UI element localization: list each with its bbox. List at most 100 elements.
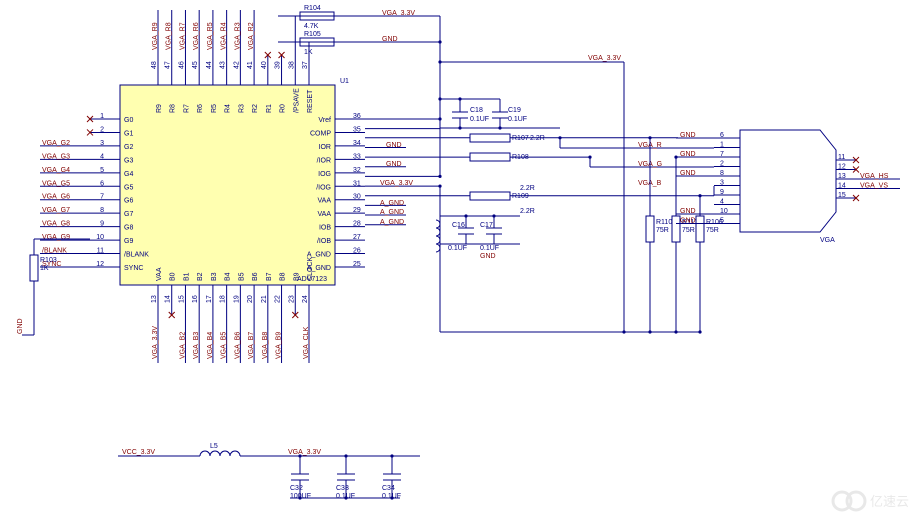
svg-text:/IOR: /IOR: [317, 157, 331, 164]
svg-text:VGA_R8: VGA_R8: [166, 22, 173, 50]
svg-text:VGA_R5: VGA_R5: [207, 22, 214, 50]
svg-text:B6: B6: [252, 272, 259, 281]
svg-text:VGA_G3: VGA_G3: [42, 153, 70, 160]
svg-text:0.1UF: 0.1UF: [470, 116, 489, 123]
svg-text:11: 11: [97, 248, 104, 255]
svg-text:VGA_R2: VGA_R2: [248, 22, 255, 50]
watermark: 亿速云: [833, 492, 909, 510]
svg-text:R110: R110: [656, 219, 672, 226]
svg-text:0.1UF: 0.1UF: [480, 245, 499, 252]
svg-text:20: 20: [247, 295, 254, 303]
svg-text:R2: R2: [252, 104, 259, 113]
svg-text:VGA_3.3V: VGA_3.3V: [288, 449, 321, 456]
svg-text:R8: R8: [170, 104, 177, 113]
svg-text:25: 25: [353, 261, 361, 268]
svg-text:B7: B7: [266, 272, 273, 281]
svg-text:13: 13: [838, 173, 846, 180]
svg-text:12: 12: [96, 261, 104, 268]
svg-text:B8: B8: [280, 272, 287, 281]
svg-text:24: 24: [302, 295, 309, 303]
svg-text:VGA_G4: VGA_G4: [42, 167, 70, 174]
svg-text:VGA_B6: VGA_B6: [234, 332, 241, 359]
svg-text:7: 7: [720, 151, 724, 158]
svg-text:10: 10: [96, 234, 104, 241]
svg-text:5: 5: [720, 218, 724, 225]
svg-text:12: 12: [838, 164, 846, 171]
svg-text:VAA: VAA: [156, 267, 163, 281]
svg-text:21: 21: [261, 295, 268, 303]
svg-text:R104: R104: [304, 5, 321, 12]
svg-text:G4: G4: [124, 171, 133, 178]
video-dac-network: GND R107 2.2R VGA_R GND R108 2.2R VGA_G …: [365, 62, 723, 334]
svg-text:6: 6: [720, 132, 724, 139]
svg-text:/BLANK: /BLANK: [42, 248, 67, 255]
svg-text:R107: R107: [512, 135, 529, 142]
svg-text:VGA_R6: VGA_R6: [193, 22, 200, 50]
svg-text:R9: R9: [156, 104, 163, 113]
svg-text:48: 48: [151, 61, 158, 69]
svg-text:33: 33: [353, 153, 361, 160]
svg-text:亿速云: 亿速云: [870, 494, 909, 509]
svg-text:16: 16: [192, 295, 199, 303]
svg-text:7: 7: [100, 194, 104, 201]
svg-text:4: 4: [720, 199, 724, 206]
svg-text:R0: R0: [280, 104, 287, 113]
svg-text:VGA_B7: VGA_B7: [248, 332, 255, 359]
svg-text:3: 3: [720, 180, 724, 187]
svg-text:75R: 75R: [656, 227, 669, 234]
svg-text:26: 26: [353, 248, 361, 255]
svg-text:/IOB: /IOB: [317, 238, 331, 245]
svg-text:11: 11: [838, 154, 845, 161]
svg-text:VGA_B9: VGA_B9: [276, 332, 283, 359]
svg-text:G6: G6: [124, 198, 133, 205]
svg-text:A_GND: A_GND: [380, 209, 404, 216]
svg-text:1: 1: [100, 113, 104, 120]
svg-text:GND: GND: [680, 208, 696, 215]
svg-text:VGA_R9: VGA_R9: [152, 22, 159, 50]
power-section: VCC_3.3V L5 VGA_3.3V C32100UFC330.1UFC34…: [118, 443, 420, 500]
svg-text:14: 14: [165, 295, 172, 303]
svg-text:G2: G2: [124, 144, 133, 151]
svg-text:G0: G0: [124, 117, 133, 124]
svg-text:G1: G1: [124, 130, 133, 137]
svg-text:47: 47: [165, 61, 172, 69]
svg-text:34: 34: [353, 140, 361, 147]
svg-text:VGA_B3: VGA_B3: [193, 332, 200, 359]
svg-text:A_GND: A_GND: [380, 200, 404, 207]
svg-text:41: 41: [247, 61, 254, 69]
svg-text:A_GND: A_GND: [380, 219, 404, 226]
svg-text:VGA_G2: VGA_G2: [42, 140, 70, 147]
svg-text:G3: G3: [124, 157, 133, 164]
svg-text:VGA_G7: VGA_G7: [42, 207, 70, 214]
svg-text:28: 28: [353, 221, 361, 228]
svg-text:0.1UF: 0.1UF: [382, 493, 401, 500]
svg-text:C34: C34: [382, 485, 395, 492]
svg-text:COMP: COMP: [310, 130, 331, 137]
svg-text:2: 2: [100, 126, 104, 133]
svg-text:6: 6: [100, 180, 104, 187]
svg-text:GND: GND: [382, 36, 398, 43]
svg-text:R109: R109: [512, 193, 529, 200]
svg-text:8: 8: [100, 207, 104, 214]
svg-text:VGA_3.3V: VGA_3.3V: [588, 55, 621, 62]
svg-text:GND: GND: [680, 132, 696, 139]
svg-text:RESET: RESET: [307, 89, 314, 113]
svg-text:1: 1: [720, 142, 724, 149]
svg-text:30: 30: [353, 194, 361, 201]
svg-text:R1: R1: [266, 104, 273, 113]
svg-text:VGA_G6: VGA_G6: [42, 194, 70, 201]
svg-text:VGA_R4: VGA_R4: [221, 22, 228, 50]
svg-text:4: 4: [100, 153, 104, 160]
svg-text:40: 40: [261, 61, 268, 69]
svg-text:R6: R6: [197, 104, 204, 113]
svg-text:C18: C18: [470, 107, 483, 114]
svg-text:C19: C19: [508, 107, 521, 114]
svg-text:15: 15: [178, 295, 185, 303]
svg-text:R7: R7: [183, 104, 190, 113]
svg-text:46: 46: [178, 61, 185, 69]
svg-text:3: 3: [100, 140, 104, 147]
svg-text:15: 15: [838, 192, 846, 199]
svg-text:GND: GND: [680, 151, 696, 158]
svg-text:G5: G5: [124, 184, 133, 191]
svg-text:C33: C33: [336, 485, 349, 492]
